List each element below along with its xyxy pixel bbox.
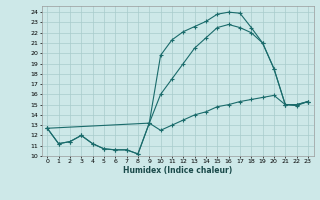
X-axis label: Humidex (Indice chaleur): Humidex (Indice chaleur) bbox=[123, 166, 232, 175]
